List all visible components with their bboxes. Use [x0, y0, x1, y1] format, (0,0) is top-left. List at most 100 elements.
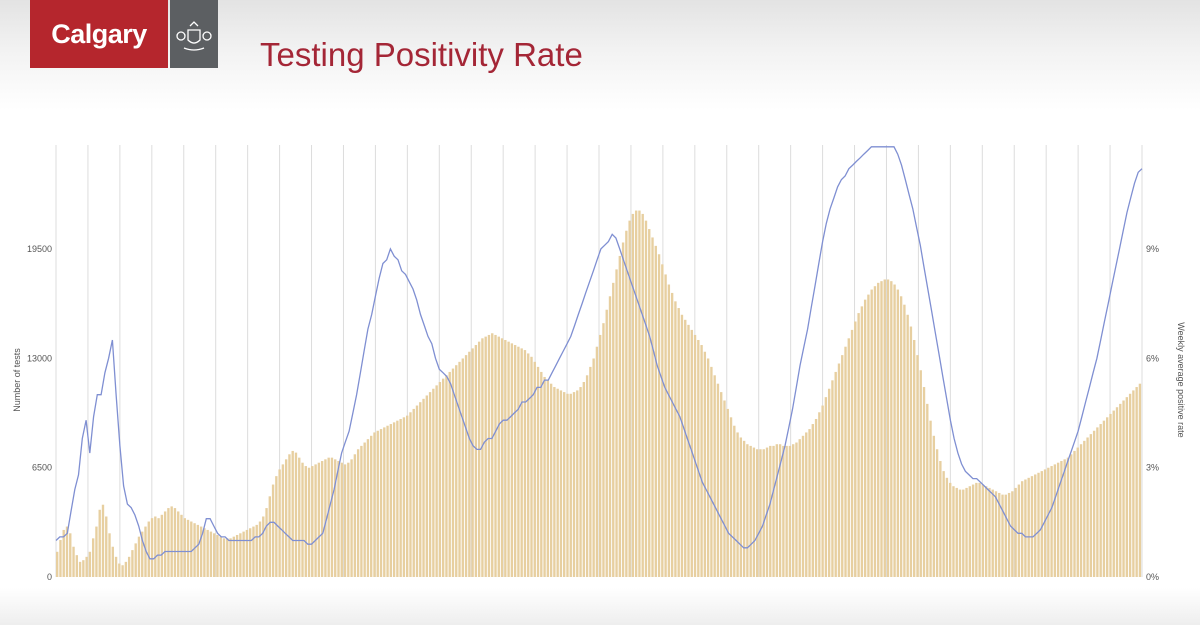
bar-50 — [219, 536, 222, 577]
bar-239 — [837, 363, 841, 577]
bar-220 — [775, 444, 779, 577]
bar-248 — [867, 294, 870, 577]
bar-197 — [700, 345, 703, 577]
bar-256 — [893, 284, 896, 577]
bar-320 — [1102, 420, 1106, 577]
bar-208 — [736, 432, 739, 577]
bar-309 — [1066, 457, 1070, 577]
bar-48 — [213, 533, 216, 577]
bar-163 — [589, 366, 592, 577]
bar-267 — [929, 420, 932, 577]
bar-64 — [265, 508, 268, 577]
bar-109 — [412, 408, 415, 577]
bar-139 — [510, 343, 514, 577]
bar-181 — [648, 229, 651, 578]
bar-226 — [795, 442, 798, 577]
bar-133 — [491, 333, 494, 577]
bar-167 — [602, 323, 605, 577]
bar-51 — [222, 538, 226, 577]
bar-22 — [127, 556, 131, 577]
bar-71 — [288, 454, 291, 577]
bar-108 — [409, 412, 412, 577]
bar-79 — [314, 464, 317, 577]
bar-207 — [733, 425, 736, 577]
bar-112 — [422, 398, 425, 577]
bar-266 — [926, 403, 929, 577]
bar-331 — [1138, 383, 1142, 577]
bar-225 — [791, 444, 795, 577]
bar-141 — [517, 346, 520, 577]
bar-291 — [1007, 492, 1011, 577]
bar-277 — [962, 489, 965, 577]
bar-299 — [1034, 474, 1037, 577]
bar-219 — [772, 445, 775, 577]
bar-177 — [634, 210, 638, 577]
bar-82 — [324, 459, 327, 577]
bar-27 — [144, 526, 147, 577]
bar-97 — [373, 432, 376, 577]
bar-38 — [180, 514, 183, 577]
bar-90 — [350, 459, 353, 577]
bar-209 — [739, 437, 743, 577]
bar-198 — [703, 351, 707, 577]
bar-308 — [1063, 459, 1066, 577]
bar-74 — [298, 457, 301, 577]
bar-23 — [131, 550, 134, 577]
bar-275 — [955, 487, 958, 577]
bar-126 — [468, 351, 471, 577]
bar-282 — [978, 482, 981, 577]
bar-329 — [1132, 390, 1135, 577]
bar-159 — [576, 390, 579, 577]
bar-32 — [160, 514, 164, 577]
bar-234 — [821, 405, 824, 577]
bar-80 — [317, 462, 321, 577]
bar-288 — [998, 492, 1001, 577]
bar-10 — [88, 551, 92, 577]
bar-142 — [520, 348, 523, 577]
bar-186 — [664, 274, 667, 577]
bar-6 — [75, 555, 78, 577]
bar-144 — [527, 353, 530, 577]
bar-155 — [563, 392, 566, 577]
bar-46 — [206, 529, 209, 577]
bar-297 — [1027, 477, 1030, 577]
bar-107 — [406, 415, 409, 577]
bar-200 — [710, 366, 713, 577]
bar-300 — [1037, 472, 1040, 577]
bar-272 — [945, 477, 949, 577]
bar-7 — [78, 561, 82, 577]
bar-20 — [121, 565, 124, 577]
bar-162 — [585, 375, 589, 577]
bar-117 — [438, 382, 442, 577]
bar-164 — [592, 358, 595, 577]
bar-86 — [337, 461, 340, 577]
bar-315 — [1086, 437, 1089, 577]
bar-81 — [320, 461, 324, 577]
bar-60 — [252, 526, 255, 577]
bar-284 — [984, 486, 988, 577]
bar-153 — [556, 388, 559, 577]
bar-265 — [922, 387, 926, 577]
bar-233 — [818, 412, 821, 577]
bar-180 — [644, 220, 648, 577]
bar-130 — [481, 338, 484, 577]
bar-114 — [428, 392, 432, 577]
bar-17 — [111, 546, 114, 577]
bar-289 — [1001, 494, 1004, 577]
bar-212 — [749, 445, 752, 577]
bar-132 — [487, 334, 491, 577]
bar-47 — [209, 531, 213, 577]
bar-49 — [216, 534, 219, 577]
bar-174 — [625, 230, 628, 577]
bar-21 — [124, 561, 128, 577]
bar-286 — [991, 489, 994, 577]
bar-240 — [841, 355, 844, 577]
bar-122 — [455, 365, 458, 577]
bar-175 — [628, 220, 631, 577]
bar-330 — [1135, 387, 1138, 577]
bar-171 — [615, 269, 618, 577]
bar-76 — [304, 466, 307, 577]
bar-196 — [697, 339, 700, 577]
bar-24 — [134, 543, 137, 577]
bar-41 — [190, 521, 193, 577]
